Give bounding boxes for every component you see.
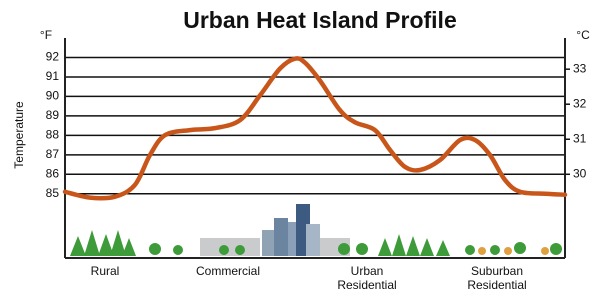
y-tick-label: 92 <box>46 50 60 64</box>
page: Urban Heat Island Profile °F °C Temperat… <box>0 0 602 296</box>
y2-unit-label: °C <box>576 28 590 42</box>
landscape <box>70 204 562 256</box>
y-tick-label: 91 <box>46 69 60 83</box>
region-label: Rural <box>91 264 120 278</box>
y2-tick-label: 33 <box>573 61 587 75</box>
y-tick-label: 86 <box>46 166 60 180</box>
y-unit-label: °F <box>40 28 52 42</box>
temperature-line <box>65 58 565 198</box>
y2-tick-label: 30 <box>573 166 587 180</box>
y-tick-label: 87 <box>46 147 60 161</box>
chart: Urban Heat Island Profile °F °C Temperat… <box>0 0 602 296</box>
y-tick-label: 90 <box>46 89 60 103</box>
region-label: Commercial <box>196 264 260 278</box>
y2-tick-label: 32 <box>573 96 587 110</box>
y-tick-label: 89 <box>46 108 60 122</box>
y-tick-label: 88 <box>46 128 60 142</box>
y-tick-label: 85 <box>46 186 60 200</box>
y2-tick-label: 31 <box>573 131 587 145</box>
y-axis-label: Temperature <box>12 101 26 169</box>
chart-title: Urban Heat Island Profile <box>183 7 457 33</box>
